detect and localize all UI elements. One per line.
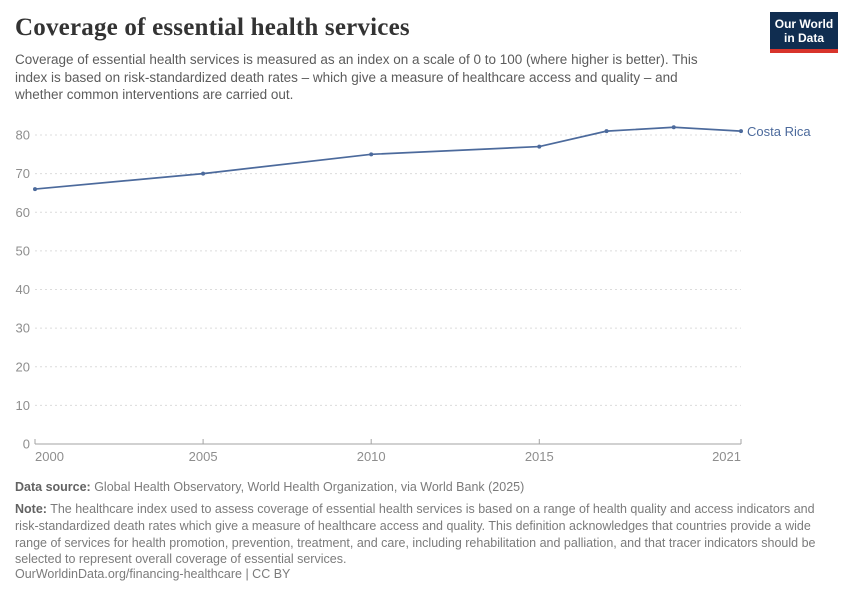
owid-logo-line1: Our World (774, 17, 834, 31)
note-line: Note: The healthcare index used to asses… (15, 501, 831, 568)
x-tick-label: 2005 (189, 449, 218, 464)
chart-subtitle: Coverage of essential health services is… (15, 52, 698, 103)
data-point (537, 144, 542, 149)
data-point (369, 152, 374, 157)
note-label: Note: (15, 502, 47, 516)
y-tick-label: 70 (16, 166, 30, 181)
data-source-label: Data source: (15, 480, 91, 494)
data-point (739, 129, 743, 134)
y-tick-label: 10 (16, 398, 30, 413)
line-chart: 0 10 20 30 40 50 60 70 80 2000 2005 2010 2015 2021 (16, 125, 743, 464)
data-source-line: Data source: Global Health Observatory, … (15, 479, 835, 496)
data-point (201, 171, 206, 176)
data-point (671, 125, 676, 130)
y-tick-label: 20 (16, 359, 30, 374)
y-tick-label: 30 (16, 321, 30, 336)
chart-url[interactable]: OurWorldinData.org/financing-healthcare … (15, 567, 291, 581)
y-tick-label: 50 (16, 243, 30, 258)
costa-rica-series-line (34, 126, 742, 190)
data-point (604, 129, 609, 134)
data-source-text: Global Health Observatory, World Health … (90, 480, 525, 494)
x-tick-label: 2021 (712, 449, 741, 464)
y-tick-label: 0 (23, 437, 30, 452)
owid-logo[interactable]: Our World in Data (770, 12, 838, 53)
x-tick-label: 2000 (35, 449, 64, 464)
x-tick-label: 2015 (525, 449, 554, 464)
series-label-costa-rica[interactable]: Costa Rica (747, 124, 811, 139)
data-point (33, 187, 37, 192)
owid-logo-line2: in Data (783, 31, 824, 45)
y-tick-label: 80 (16, 128, 30, 143)
page-title: Coverage of essential health services (15, 14, 410, 41)
y-tick-label: 60 (16, 205, 30, 220)
x-tick-label: 2010 (357, 449, 386, 464)
y-tick-label: 40 (16, 282, 30, 297)
note-text: The healthcare index used to assess cove… (15, 502, 816, 567)
